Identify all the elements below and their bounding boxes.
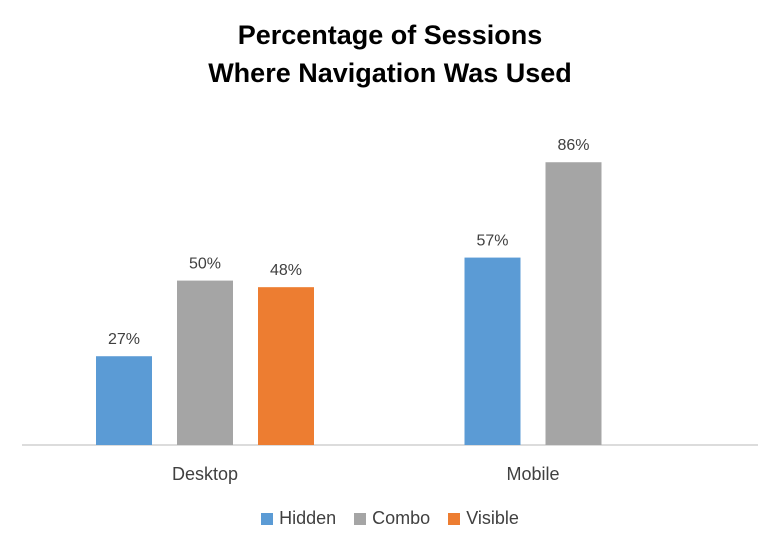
chart-title: Percentage of Sessions Where Navigation …: [0, 16, 780, 92]
legend-label-hidden: Hidden: [279, 508, 337, 528]
data-label-desktop-hidden: 27%: [108, 331, 140, 348]
legend-item-hidden: Hidden: [261, 508, 336, 529]
bar-mobile-combo: [545, 162, 602, 445]
data-label-desktop-combo: 50%: [189, 256, 221, 273]
x-tick-label-mobile: Mobile: [506, 464, 559, 484]
legend-swatch-visible: [448, 512, 461, 525]
chart-title-line-1: Percentage of Sessions: [237, 20, 543, 50]
chart-title-line-2: Where Navigation Was Used: [208, 58, 572, 88]
legend-label-visible: Visible: [466, 508, 519, 528]
bar-desktop-hidden: [96, 356, 152, 445]
legend-item-visible: Visible: [448, 508, 519, 529]
legend-swatch-combo: [354, 512, 367, 525]
bar-desktop-visible: [258, 287, 314, 445]
legend-swatch-hidden: [261, 512, 274, 525]
legend-item-combo: Combo: [354, 508, 430, 529]
bar-desktop-combo: [177, 280, 233, 445]
data-label-mobile-hidden: 57%: [476, 233, 508, 250]
data-label-mobile-combo: 86%: [557, 137, 589, 154]
x-tick-label-desktop: Desktop: [172, 464, 238, 484]
data-label-desktop-visible: 48%: [270, 262, 302, 279]
chart-legend: Hidden Combo Visible: [0, 508, 780, 529]
bar-mobile-hidden: [464, 257, 521, 445]
legend-label-combo: Combo: [372, 508, 431, 528]
